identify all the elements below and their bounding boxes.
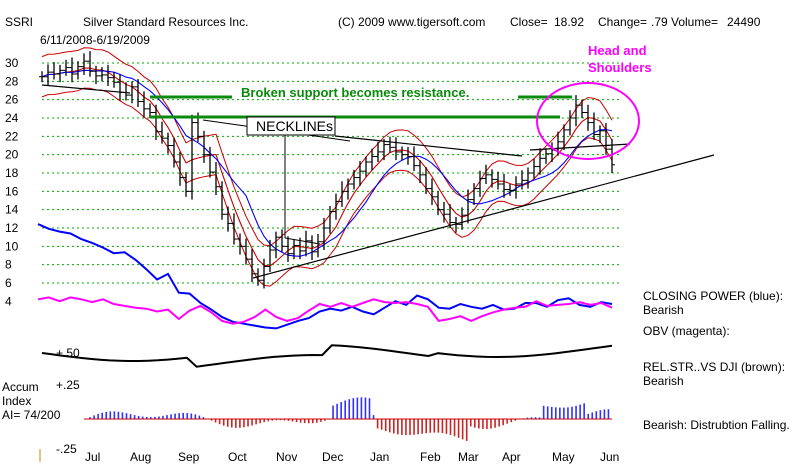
closing-power-status: Bearish: [643, 303, 684, 317]
closing-power-label: CLOSING POWER (blue):: [643, 289, 783, 303]
accum-label-2: Index: [2, 394, 31, 408]
close-value: 18.92: [554, 15, 584, 29]
relstr-status: Bearish: [643, 374, 684, 388]
ticker-label: SSRI: [5, 15, 33, 29]
accum-index-panel: [84, 397, 612, 441]
indicator-lines: [37, 223, 613, 368]
neckline-pointer-2: [284, 237, 321, 245]
blue-moving-average: [41, 69, 613, 257]
obv-line: [37, 296, 613, 325]
obv-label: OBV (magenta):: [643, 324, 730, 338]
y-tick-label: 30: [5, 56, 19, 70]
y-tick-label: 6: [5, 276, 12, 290]
month-label: Apr: [502, 450, 521, 464]
y-tick-label: 24: [5, 111, 19, 125]
y-tick-label: 16: [5, 184, 19, 198]
neckline-hs: [529, 143, 631, 151]
accum-label-3: AI= 74/200: [2, 408, 61, 422]
y-tick-label: 26: [5, 93, 19, 107]
y-tick-label: 14: [5, 203, 19, 217]
month-label: Jun: [600, 450, 619, 464]
accum-status: Bearish: Distrubtion Falling.: [643, 418, 790, 432]
neckline-right: [334, 135, 523, 157]
y-tick-label: 18: [5, 166, 19, 180]
closing-power-line: [37, 223, 613, 330]
accum-label-1: Accum: [2, 380, 39, 394]
y-tick-label: 28: [5, 74, 19, 88]
neckline-annotation: NECKLINEs: [256, 118, 333, 134]
month-label: Aug: [130, 450, 151, 464]
volume-value: 24490: [727, 15, 761, 29]
month-label: Mar: [458, 450, 479, 464]
company-title: Silver Standard Resources Inc.: [83, 15, 248, 29]
resistance-annotation: Broken support becomes resistance.: [241, 85, 469, 100]
change-value: .79: [651, 15, 668, 29]
month-label: Jul: [85, 450, 100, 464]
uptrend-line: [252, 154, 715, 279]
accum-tick-bottom: -.25: [56, 442, 77, 456]
y-tick-label: 20: [5, 148, 19, 162]
y-tick-label: 12: [5, 221, 19, 235]
month-axis-labels: Jul Aug Sep Oct Nov Dec Jan Feb Mar Apr May Jun: [85, 450, 619, 464]
lower-band: [41, 87, 613, 287]
y-tick-label: 10: [5, 239, 19, 253]
head-shoulders-label-2: Shoulders: [588, 60, 652, 75]
relstr-label: REL.STR..VS DJI (brown):: [643, 360, 785, 374]
month-label: May: [552, 450, 575, 464]
relstr-tick: +.50: [56, 346, 80, 360]
accum-tick-top: +.25: [56, 378, 80, 392]
month-label: Oct: [228, 450, 247, 464]
y-tick-label: 22: [5, 129, 19, 143]
head-shoulders-label-1: Head and: [588, 43, 647, 58]
moving-averages: [41, 47, 613, 287]
price-grid: [42, 62, 622, 284]
y-tick-label: 8: [5, 258, 12, 272]
head-shoulders-circle: [536, 82, 640, 160]
volume-label: Volume=: [671, 15, 718, 29]
price-axis-labels: 30 28 26 24 22 20 18 16 14 12 10 8 6 4: [5, 56, 19, 308]
month-label: Nov: [276, 450, 297, 464]
month-label: Dec: [322, 450, 343, 464]
month-label: Jan: [370, 450, 389, 464]
close-label: Close=: [510, 15, 548, 29]
trendline-early: [41, 84, 131, 94]
copyright-text: (C) 2009 www.tigersoft.com: [338, 15, 485, 29]
month-label: Sep: [178, 450, 200, 464]
date-range: 6/11/2008-6/19/2009: [40, 33, 150, 47]
y-tick-label: 4: [5, 294, 12, 308]
upper-band: [41, 47, 613, 247]
relstr-line: [41, 344, 613, 368]
month-label: Feb: [420, 450, 441, 464]
change-label: Change=: [598, 15, 647, 29]
neckline-box: [246, 116, 336, 136]
red-moving-average: [41, 67, 613, 267]
